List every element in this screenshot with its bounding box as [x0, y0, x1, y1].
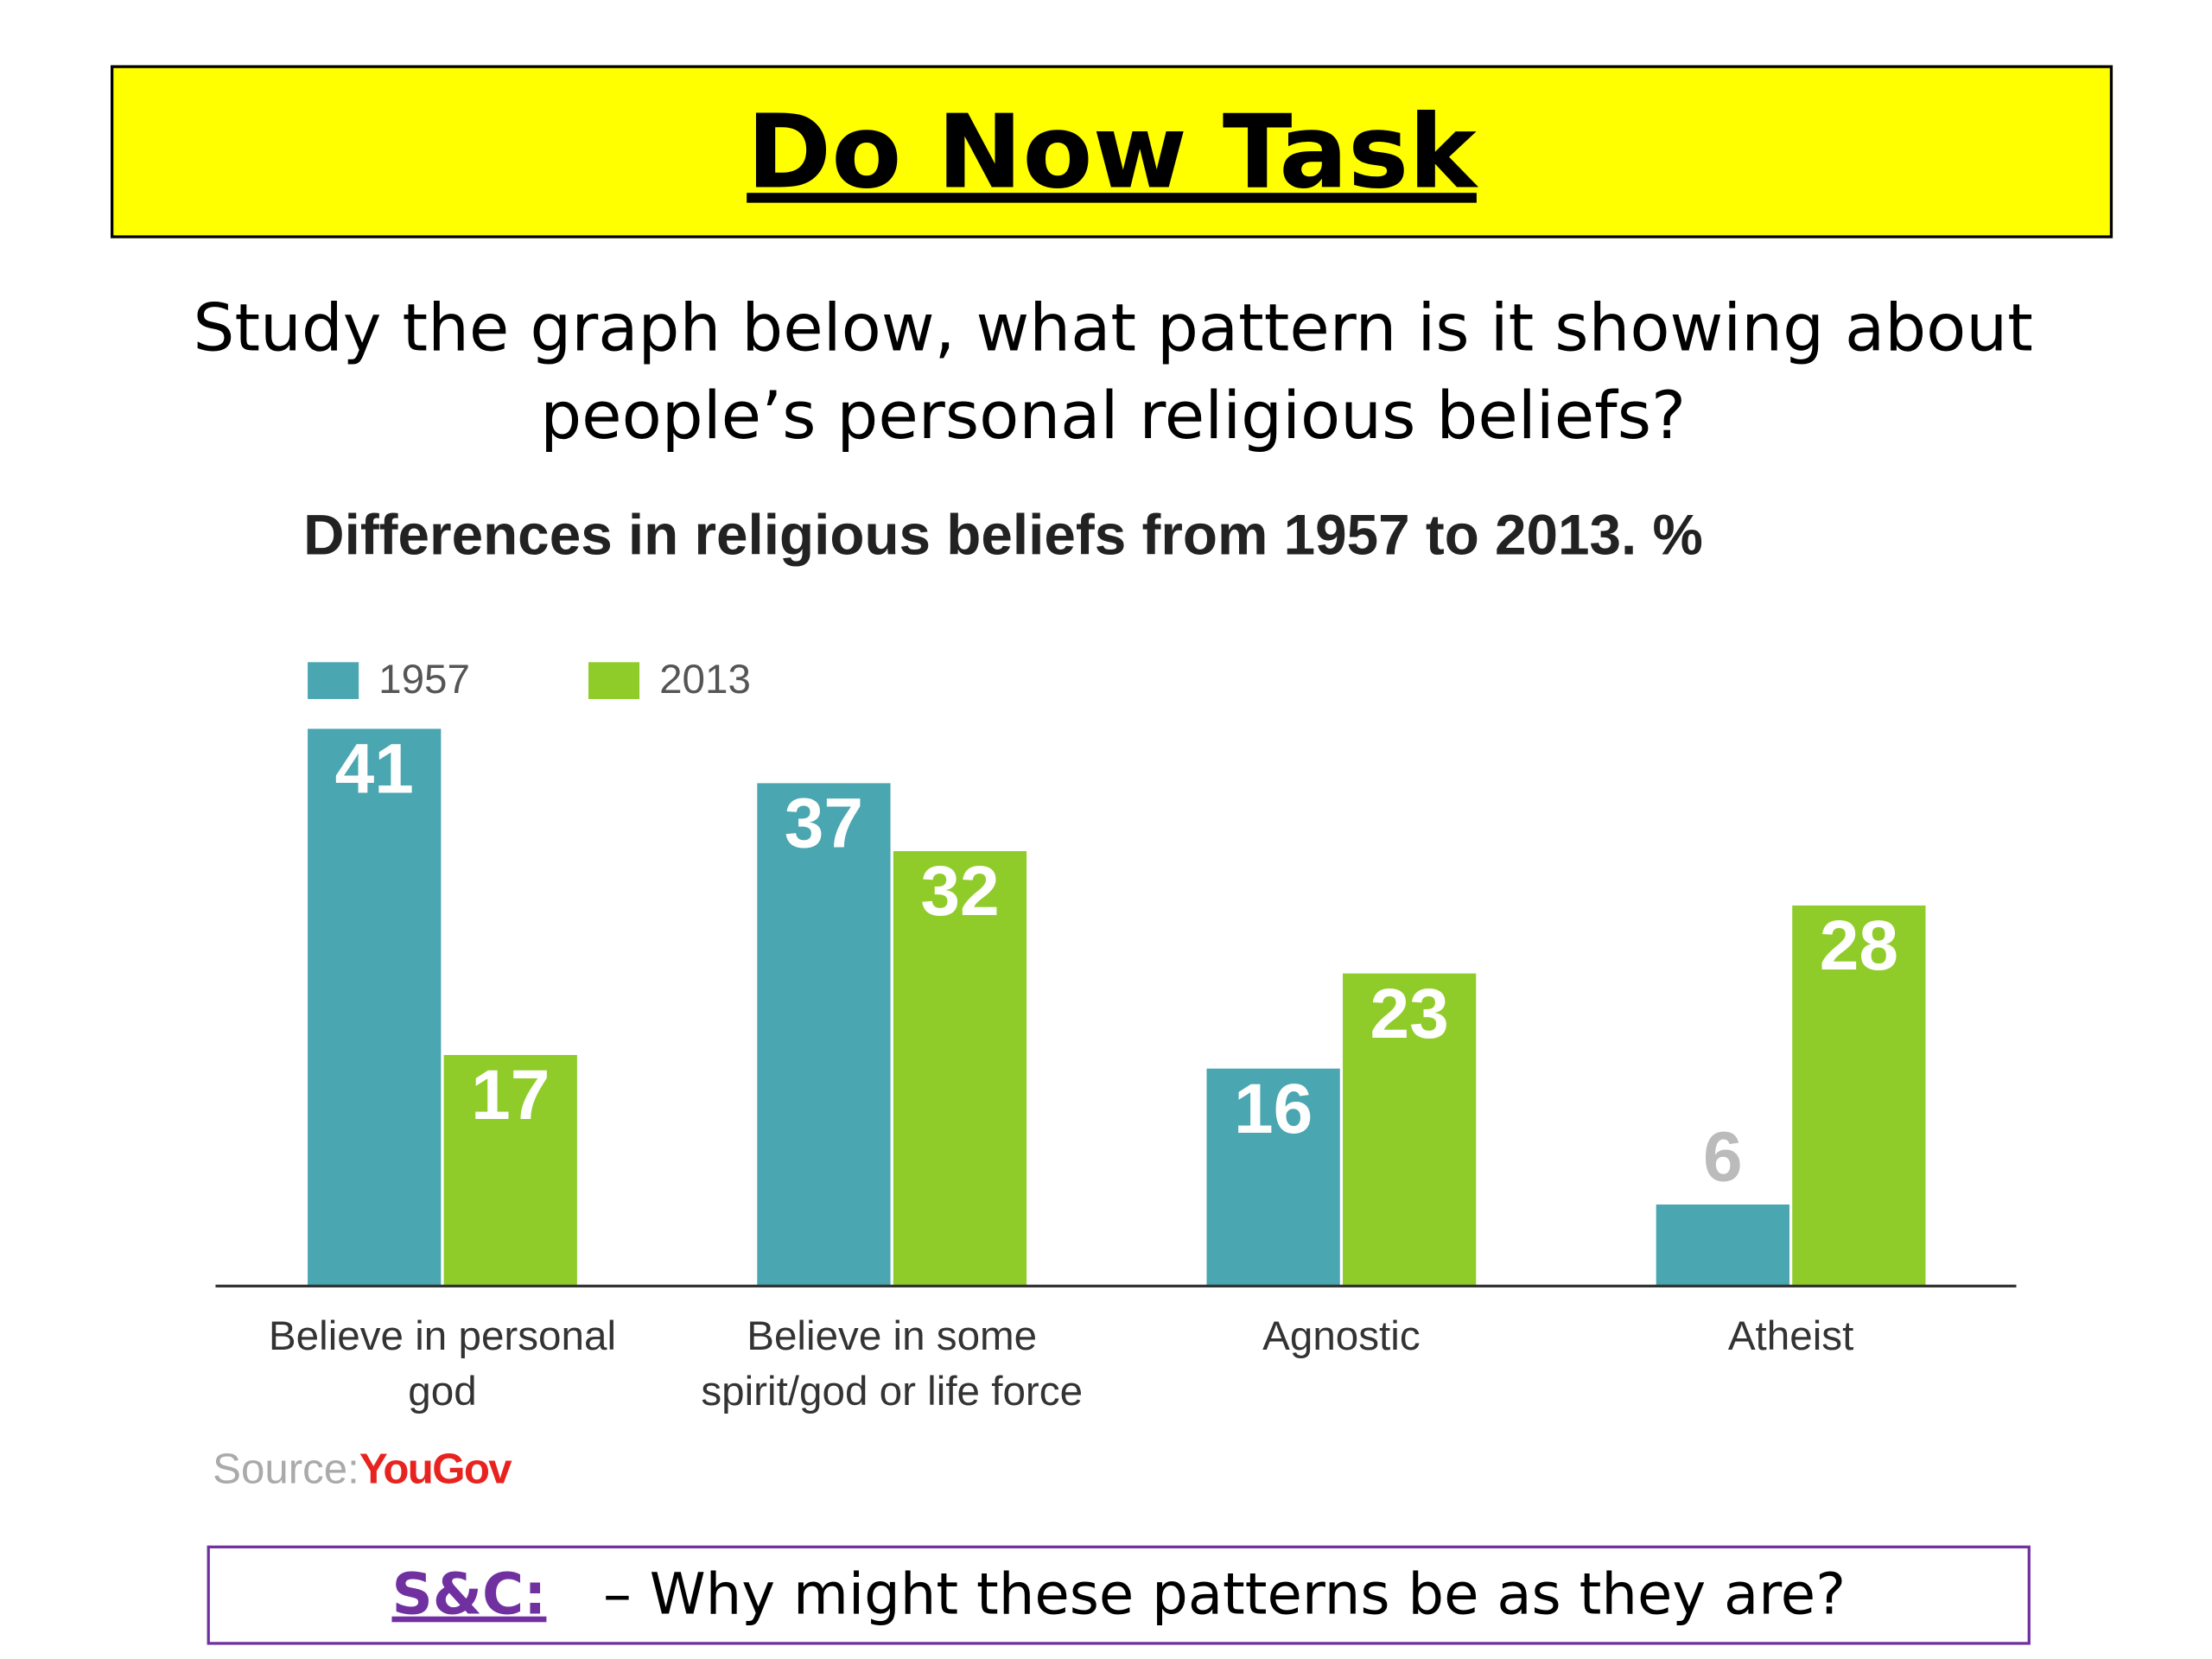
bar [1343, 973, 1477, 1287]
header-title: Do Now Task [747, 92, 1477, 212]
legend-label: 2013 [659, 657, 751, 702]
bar [1792, 905, 1926, 1287]
bar [893, 851, 1027, 1287]
data-label: 16 [1234, 1070, 1313, 1148]
data-label: 28 [1820, 906, 1898, 985]
chart-title: Differences in religious beliefs from 19… [303, 505, 1703, 568]
footer-text: – Why might these patterns be as they ar… [603, 1562, 1847, 1628]
data-label: 6 [1703, 1117, 1743, 1196]
bar [308, 728, 442, 1287]
bar [757, 783, 891, 1287]
bar [443, 1054, 577, 1287]
source-logo: YouGov [359, 1446, 512, 1493]
source: Source:YouGov [213, 1446, 512, 1495]
x-tick-label: Believe in some spirit/god or life force [701, 1314, 1084, 1415]
footer-box: S&C: – Why might these patterns be as the… [207, 1545, 2031, 1645]
header-box: Do Now Task [110, 65, 2113, 238]
bar [1656, 1205, 1789, 1287]
x-tick-label: Atheist [1727, 1314, 1854, 1360]
data-label: 37 [785, 785, 863, 863]
bar [1206, 1068, 1340, 1287]
data-label: 17 [471, 1056, 550, 1135]
footer-label: S&C: [391, 1562, 547, 1628]
legend-swatch [588, 662, 640, 700]
x-tick-label: Agnostic [1262, 1314, 1421, 1360]
legend-swatch [308, 662, 359, 700]
x-tick-label: Believe in personal god [268, 1314, 617, 1415]
prompt: Study the graph below, what pattern is i… [193, 289, 2033, 454]
data-label: 23 [1370, 975, 1449, 1053]
data-label: 41 [335, 730, 414, 809]
data-label: 32 [920, 852, 999, 931]
legend-label: 1957 [378, 657, 470, 702]
source-label: Source: [213, 1446, 359, 1493]
